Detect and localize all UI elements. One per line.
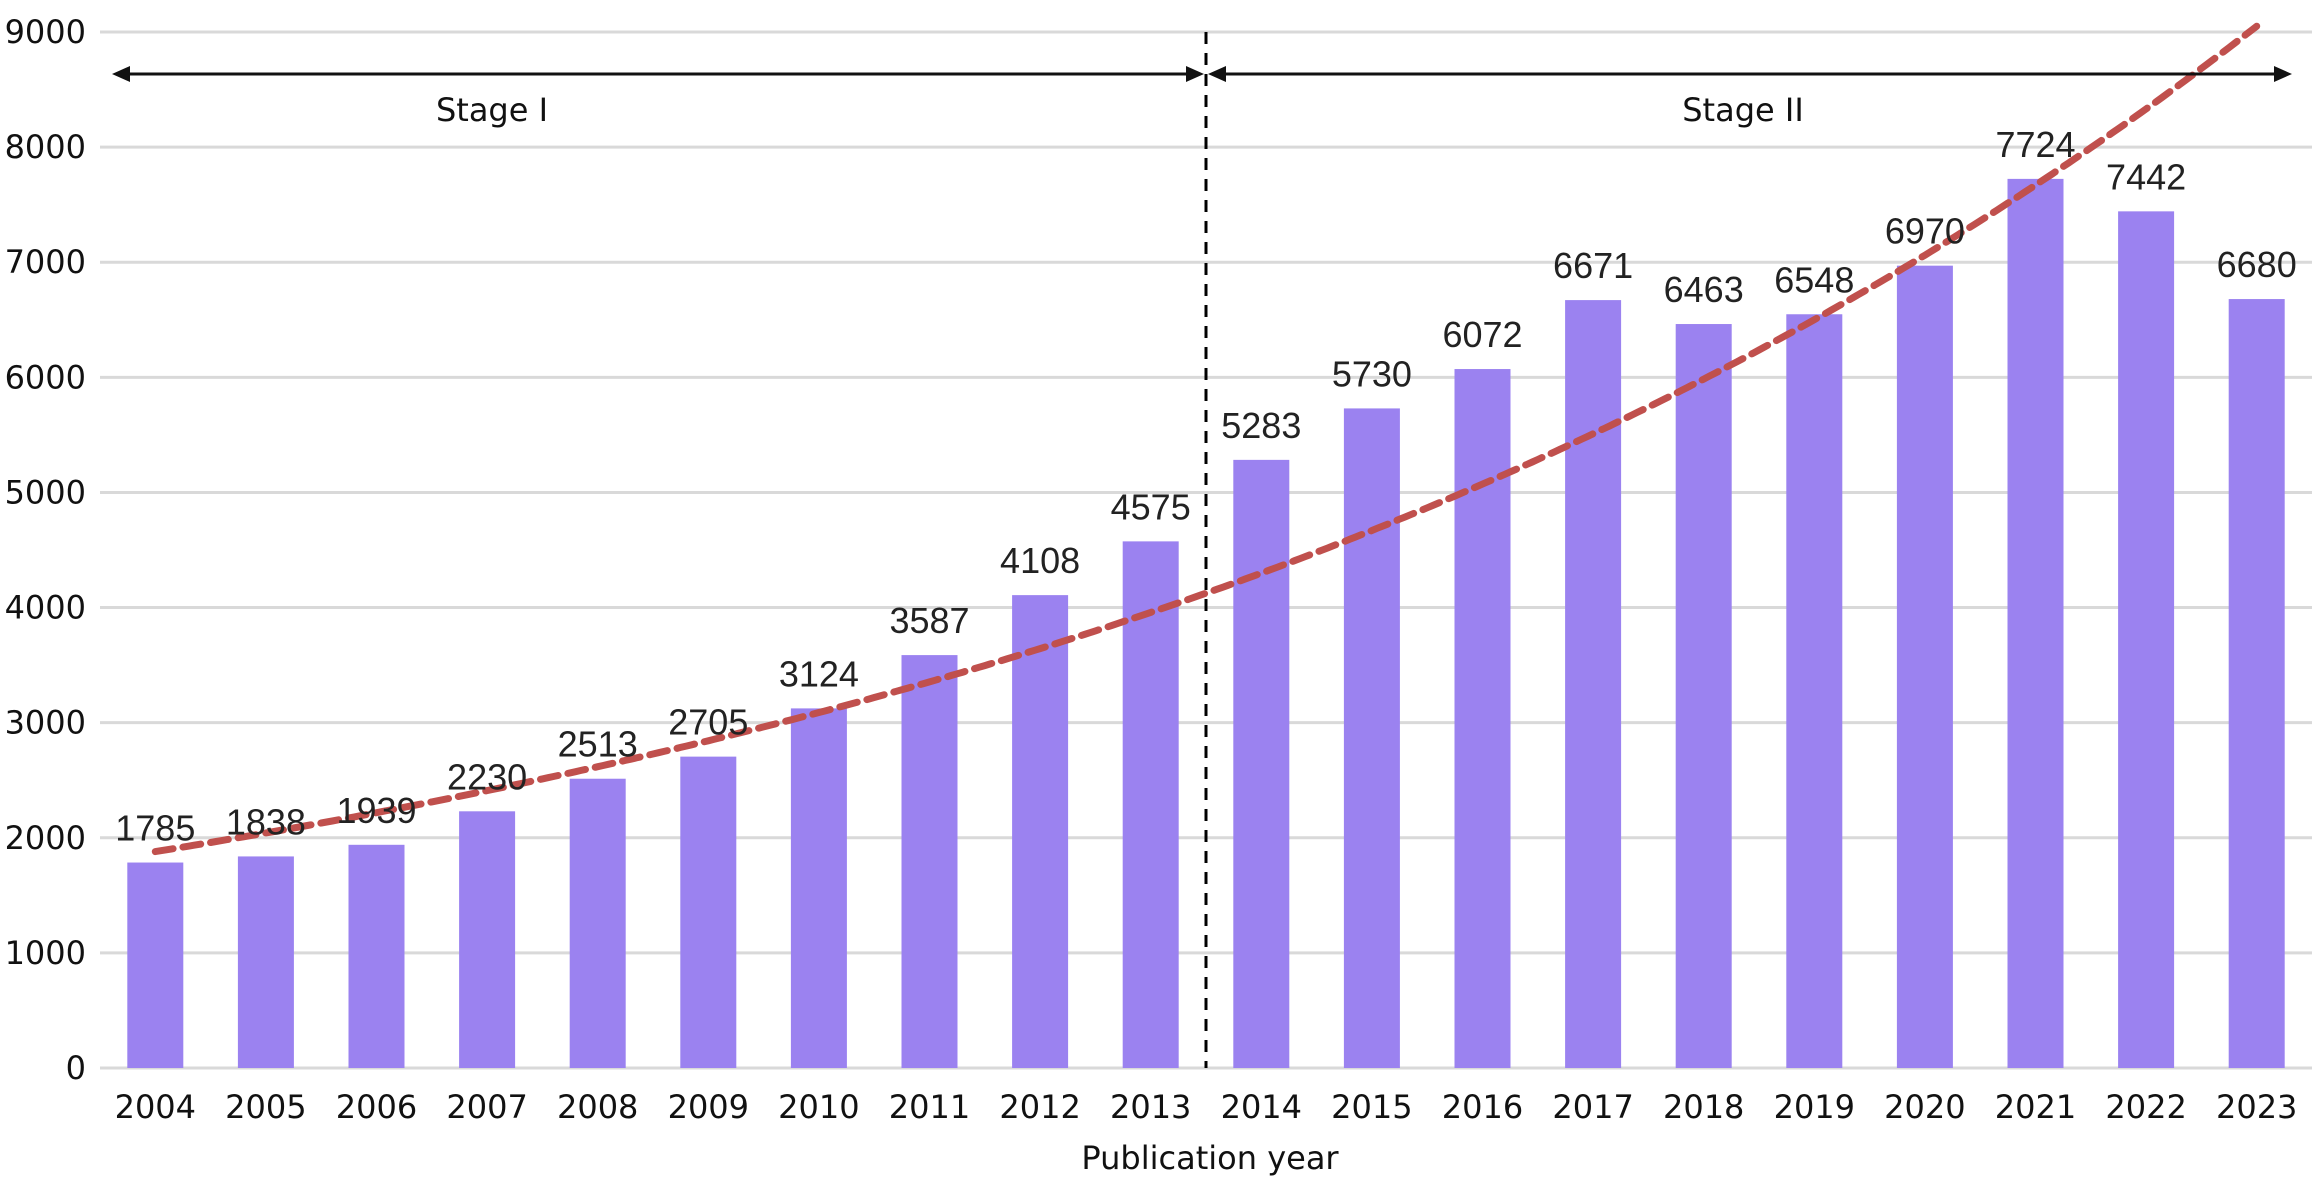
x-tick-label: 2021 bbox=[1995, 1088, 2076, 1126]
arrowhead-left bbox=[1208, 66, 1226, 82]
data-label: 4575 bbox=[1111, 486, 1191, 527]
x-tick-label: 2009 bbox=[668, 1088, 749, 1126]
bar bbox=[1122, 541, 1179, 1068]
x-axis-title: Publication year bbox=[1081, 1139, 1339, 1177]
y-tick-label: 4000 bbox=[5, 589, 86, 627]
y-tick-label: 6000 bbox=[5, 358, 86, 396]
x-tick-label: 2023 bbox=[2216, 1088, 2297, 1126]
stage-annotations: Stage I Stage II bbox=[112, 32, 2292, 1068]
y-tick-label: 8000 bbox=[5, 128, 86, 166]
trendline-group bbox=[151, 22, 2261, 856]
arrowhead-left bbox=[112, 66, 130, 82]
x-tick-label: 2013 bbox=[1110, 1088, 1191, 1126]
bar bbox=[1343, 408, 1400, 1068]
data-label: 7442 bbox=[2106, 156, 2186, 197]
bar bbox=[2007, 178, 2064, 1068]
y-tick-label: 3000 bbox=[5, 704, 86, 742]
x-tick-label: 2008 bbox=[557, 1088, 638, 1126]
axis-ticks: 0 1000 2000 3000 4000 5000 6000 7000 8000 9000 200… bbox=[5, 13, 2298, 1126]
bar bbox=[1896, 265, 1953, 1069]
x-tick-label: 2017 bbox=[1552, 1088, 1633, 1126]
trendline bbox=[151, 22, 2261, 856]
bar bbox=[1675, 324, 1732, 1069]
x-tick-label: 2018 bbox=[1663, 1088, 1744, 1126]
stage-label: Stage I bbox=[436, 91, 548, 129]
bar bbox=[1565, 300, 1622, 1069]
bar bbox=[2118, 211, 2175, 1068]
data-label: 2513 bbox=[558, 724, 638, 765]
bar bbox=[1012, 595, 1069, 1068]
x-tick-label: 2016 bbox=[1442, 1088, 1523, 1126]
data-label: 3587 bbox=[889, 600, 969, 641]
bar bbox=[901, 655, 958, 1068]
x-tick-label: 2010 bbox=[778, 1088, 859, 1126]
bar bbox=[1233, 459, 1290, 1068]
x-tick-label: 2005 bbox=[225, 1088, 306, 1126]
arrowhead-right bbox=[1186, 66, 1204, 82]
x-tick-label: 2007 bbox=[446, 1088, 527, 1126]
x-tick-label: 2022 bbox=[2105, 1088, 2186, 1126]
bar bbox=[1786, 314, 1843, 1068]
bar bbox=[127, 862, 184, 1068]
bar bbox=[459, 811, 516, 1068]
data-label: 6671 bbox=[1553, 245, 1633, 286]
y-tick-label: 0 bbox=[66, 1049, 86, 1087]
data-label: 1939 bbox=[336, 790, 416, 831]
x-tick-label: 2012 bbox=[999, 1088, 1080, 1126]
stage-label: Stage II bbox=[1682, 91, 1804, 129]
y-tick-label: 5000 bbox=[5, 473, 86, 511]
x-tick-label: 2011 bbox=[889, 1088, 970, 1126]
data-label: 6548 bbox=[1774, 259, 1854, 300]
data-label: 5730 bbox=[1332, 353, 1412, 394]
x-tick-label: 2019 bbox=[1774, 1088, 1855, 1126]
arrowhead-right bbox=[2274, 66, 2292, 82]
data-label: 1838 bbox=[226, 801, 306, 842]
x-tick-label: 2006 bbox=[336, 1088, 417, 1126]
data-label: 2705 bbox=[668, 702, 748, 743]
bar bbox=[237, 856, 294, 1068]
data-label: 1785 bbox=[115, 808, 195, 849]
bar bbox=[790, 708, 847, 1068]
y-tick-label: 2000 bbox=[5, 819, 86, 857]
data-labels: 1785 1838 1939 2230 2513 2705 3124 3587 4108 4575… bbox=[115, 124, 2296, 849]
data-label: 7724 bbox=[1995, 124, 2075, 165]
data-label: 3124 bbox=[779, 653, 859, 694]
data-label: 6680 bbox=[2217, 244, 2297, 285]
x-tick-label: 2014 bbox=[1221, 1088, 1302, 1126]
bar bbox=[569, 778, 626, 1068]
data-label: 2230 bbox=[447, 756, 527, 797]
y-tick-label: 9000 bbox=[5, 13, 86, 51]
x-tick-label: 2020 bbox=[1884, 1088, 1965, 1126]
x-tick-label: 2015 bbox=[1331, 1088, 1412, 1126]
bar bbox=[680, 756, 737, 1068]
bars bbox=[127, 178, 2285, 1069]
bar bbox=[348, 844, 405, 1068]
data-label: 5283 bbox=[1221, 405, 1301, 446]
data-label: 6970 bbox=[1885, 211, 1965, 252]
data-label: 6463 bbox=[1664, 269, 1744, 310]
data-label: 6072 bbox=[1442, 314, 1522, 355]
bar bbox=[2228, 299, 2285, 1069]
y-tick-label: 1000 bbox=[5, 934, 86, 972]
data-label: 4108 bbox=[1000, 540, 1080, 581]
y-tick-label: 7000 bbox=[5, 243, 86, 281]
x-tick-label: 2004 bbox=[115, 1088, 196, 1126]
